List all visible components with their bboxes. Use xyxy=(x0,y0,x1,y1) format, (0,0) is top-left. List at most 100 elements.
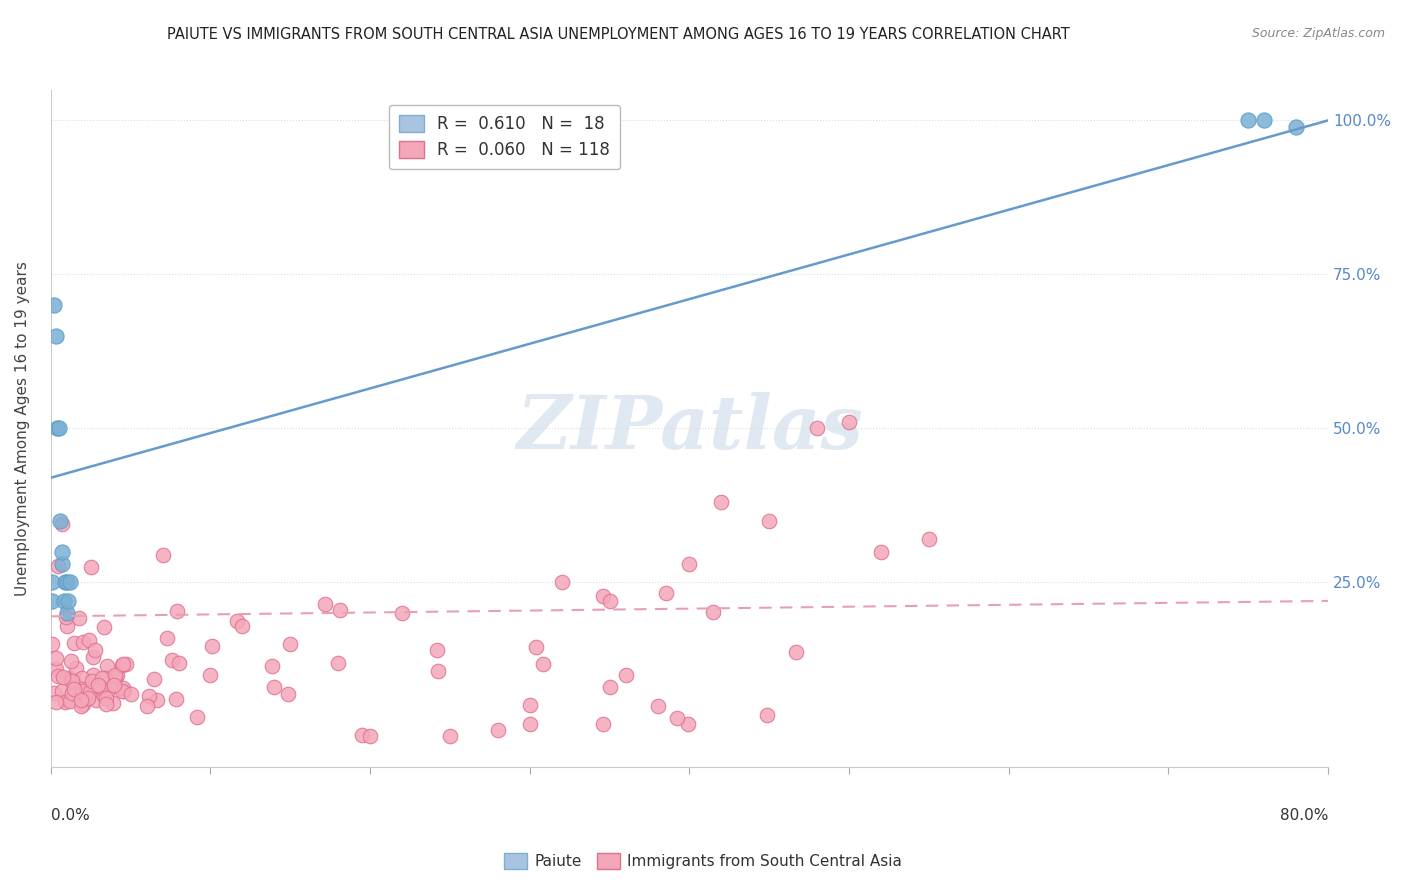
Point xyxy=(45,329,67,343)
Point xyxy=(359,730,381,744)
Point xyxy=(111,657,134,671)
Point xyxy=(101,696,124,710)
Point xyxy=(96,685,118,699)
Point xyxy=(72,671,94,685)
Point xyxy=(93,620,115,634)
Point xyxy=(56,607,79,621)
Legend: Paiute, Immigrants from South Central Asia: Paiute, Immigrants from South Central As… xyxy=(498,847,908,875)
Point xyxy=(120,687,142,701)
Point xyxy=(107,668,129,682)
Point xyxy=(655,586,678,600)
Point xyxy=(838,415,860,429)
Point xyxy=(56,575,79,590)
Point xyxy=(52,594,75,608)
Point xyxy=(263,680,285,694)
Point xyxy=(59,575,82,590)
Point xyxy=(278,637,301,651)
Point xyxy=(93,690,115,704)
Point xyxy=(63,681,86,696)
Point xyxy=(391,607,413,621)
Point xyxy=(599,594,621,608)
Point xyxy=(91,671,114,685)
Y-axis label: Unemployment Among Ages 16 to 19 years: Unemployment Among Ages 16 to 19 years xyxy=(15,261,30,596)
Point xyxy=(46,559,69,574)
Point xyxy=(82,649,104,664)
Point xyxy=(486,723,509,738)
Point xyxy=(63,636,86,650)
Point xyxy=(46,421,69,435)
Point xyxy=(65,661,87,675)
Point xyxy=(104,667,127,681)
Point xyxy=(702,605,724,619)
Point xyxy=(806,421,828,435)
Point xyxy=(156,631,179,645)
Text: Source: ZipAtlas.com: Source: ZipAtlas.com xyxy=(1251,27,1385,40)
Point xyxy=(70,682,93,697)
Point xyxy=(87,678,110,692)
Point xyxy=(519,698,541,713)
Point xyxy=(592,590,614,604)
Point xyxy=(1285,120,1308,134)
Point xyxy=(48,421,70,435)
Point xyxy=(44,686,66,700)
Point xyxy=(758,514,780,528)
Point xyxy=(647,698,669,713)
Point xyxy=(678,557,700,571)
Point xyxy=(201,639,224,653)
Point xyxy=(45,662,67,676)
Point xyxy=(83,643,105,657)
Text: 0.0%: 0.0% xyxy=(51,808,90,823)
Point xyxy=(45,651,67,665)
Point xyxy=(519,717,541,731)
Point xyxy=(51,516,73,531)
Point xyxy=(62,674,84,689)
Point xyxy=(72,697,94,711)
Point xyxy=(51,683,73,698)
Point xyxy=(59,671,82,685)
Point xyxy=(79,684,101,698)
Point xyxy=(152,548,174,562)
Point xyxy=(70,686,93,700)
Point xyxy=(41,637,63,651)
Point xyxy=(439,730,461,744)
Point xyxy=(70,692,93,706)
Point xyxy=(165,692,187,706)
Point xyxy=(1253,113,1275,128)
Point xyxy=(94,697,117,711)
Point xyxy=(84,693,107,707)
Point xyxy=(1237,113,1260,128)
Text: PAIUTE VS IMMIGRANTS FROM SOUTH CENTRAL ASIA UNEMPLOYMENT AMONG AGES 16 TO 19 YE: PAIUTE VS IMMIGRANTS FROM SOUTH CENTRAL … xyxy=(167,27,1070,42)
Point xyxy=(56,619,79,633)
Point xyxy=(918,533,941,547)
Point xyxy=(138,689,160,703)
Point xyxy=(41,594,63,608)
Point xyxy=(49,514,72,528)
Point xyxy=(60,654,83,668)
Point xyxy=(53,693,76,707)
Point xyxy=(58,594,80,608)
Point xyxy=(599,680,621,694)
Point xyxy=(614,668,637,682)
Point xyxy=(96,658,118,673)
Point xyxy=(186,709,208,723)
Point xyxy=(41,575,63,590)
Point xyxy=(51,557,73,571)
Point xyxy=(94,690,117,705)
Point xyxy=(111,658,134,673)
Point xyxy=(55,609,77,624)
Point xyxy=(755,708,778,723)
Point xyxy=(80,673,103,688)
Point xyxy=(111,684,134,698)
Point xyxy=(89,680,111,694)
Point xyxy=(53,695,76,709)
Point xyxy=(76,681,98,696)
Point xyxy=(59,694,82,708)
Point xyxy=(328,656,350,670)
Text: ZIPatlas: ZIPatlas xyxy=(516,392,863,465)
Point xyxy=(80,559,103,574)
Point xyxy=(135,698,157,713)
Point xyxy=(665,711,688,725)
Point xyxy=(200,668,222,682)
Point xyxy=(70,683,93,698)
Point xyxy=(72,635,94,649)
